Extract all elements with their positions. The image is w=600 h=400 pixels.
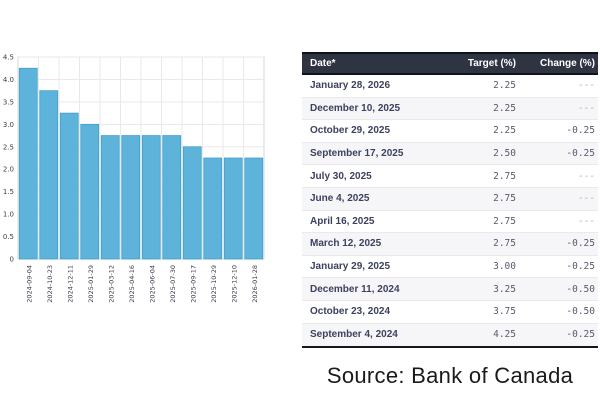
table-row: October 29, 2025 2.25 -0.25 [302, 120, 598, 143]
table-row: December 11, 2024 3.25 -0.50 [302, 278, 598, 301]
table-cell-change: -0.25 [566, 238, 595, 250]
table-cell-target: 3.25 [493, 283, 516, 295]
table-cell-change: --- [577, 102, 595, 114]
table-cell-date: October 29, 2025 [310, 125, 391, 137]
table-row: April 16, 2025 2.75 --- [302, 210, 598, 234]
x-axis-tick-label: 2025-09-17 [189, 265, 197, 303]
bar [39, 90, 59, 260]
table-cell-change: -0.25 [566, 329, 595, 341]
y-axis-tick-label: 1.0 [3, 211, 14, 219]
y-axis-tick-label: 2.5 [3, 143, 14, 151]
table-cell-date: June 4, 2025 [310, 193, 370, 205]
table-cell-date: April 16, 2025 [310, 215, 375, 227]
table-cell-change: -0.25 [566, 261, 595, 273]
table-cell-change: -0.50 [566, 283, 595, 295]
bar [18, 67, 38, 260]
bar [203, 157, 223, 260]
table-header: Date* Target (%) Change (%) [302, 52, 598, 75]
y-axis-tick-label: 3.5 [3, 98, 14, 106]
table-cell-target: 4.25 [493, 329, 516, 341]
table-cell-target: 2.50 [493, 148, 516, 160]
table-cell-change: --- [577, 215, 595, 227]
bar [121, 135, 141, 260]
x-axis-tick-label: 2024-12-11 [66, 265, 74, 303]
bar-chart-canvas: 0 0.5 1.0 1.5 2.0 2.5 3.0 3.5 4.0 4.5 2024-09-04 20… [3, 54, 265, 303]
table-row: September 4, 2024 4.25 -0.25 [302, 323, 598, 347]
x-axis-tick-label: 2025-12-10 [230, 265, 238, 303]
table-row: January 28, 2026 2.25 --- [302, 75, 598, 98]
table-cell-change: --- [577, 170, 595, 182]
table-row: March 12, 2025 2.75 -0.25 [302, 233, 598, 256]
table-cell-change: -0.25 [566, 148, 595, 160]
bar [59, 112, 79, 260]
table-row: July 30, 2025 2.75 --- [302, 165, 598, 188]
table-cell-date: December 10, 2025 [310, 102, 401, 114]
table-cell-date: January 29, 2025 [310, 261, 391, 273]
x-axis-tick-label: 2025-07-30 [169, 265, 177, 303]
table-cell-target: 2.25 [493, 102, 516, 114]
table-cell-date: January 28, 2026 [310, 80, 391, 92]
y-axis-tick-label: 1.5 [3, 188, 14, 196]
table-row: October 23, 2024 3.75 -0.50 [302, 300, 598, 324]
table-row: December 10, 2025 2.25 --- [302, 97, 598, 121]
x-axis-tick-label: 2025-06-04 [148, 265, 156, 303]
bar [223, 157, 243, 260]
column-header-target: Target (%) [467, 58, 516, 69]
table-cell-change: --- [577, 193, 595, 205]
y-axis-tick-label: 0 [10, 256, 14, 264]
x-axis-tick-label: 2024-10-23 [46, 265, 54, 303]
y-axis-tick-label: 4.0 [3, 76, 14, 84]
table-row: June 4, 2025 2.75 --- [302, 187, 598, 211]
table-cell-target: 2.75 [493, 238, 516, 250]
table-row: September 17, 2025 2.50 -0.25 [302, 142, 598, 166]
x-axis-tick-label: 2025-03-12 [107, 265, 115, 303]
x-axis-tick-label: 2025-04-16 [128, 265, 136, 303]
column-header-date: Date* [310, 58, 336, 69]
table-cell-target: 2.75 [493, 170, 516, 182]
y-axis-tick-label: 0.5 [3, 233, 14, 241]
policy-rate-bar-chart: 0 0.5 1.0 1.5 2.0 2.5 3.0 3.5 4.0 4.5 2024-09-04 20… [0, 45, 280, 335]
y-axis-tick-label: 4.5 [3, 54, 14, 62]
y-axis-tick-label: 2.0 [3, 166, 14, 174]
bar [244, 157, 264, 260]
table-cell-date: December 11, 2024 [310, 283, 400, 295]
source-caption: Source: Bank of Canada [326, 363, 574, 388]
table-cell-target: 2.25 [493, 80, 516, 92]
table-cell-change: --- [577, 80, 595, 92]
table-cell-target: 3.75 [493, 306, 516, 318]
table-body: January 28, 2026 2.25 --- December 10, 2… [302, 75, 598, 347]
x-axis-tick-label: 2024-09-04 [25, 265, 33, 303]
bar [162, 135, 182, 260]
table-row: January 29, 2025 3.00 -0.25 [302, 255, 598, 279]
bar [100, 135, 120, 260]
table-cell-date: September 4, 2024 [310, 329, 398, 341]
bar [182, 146, 202, 260]
table-cell-date: July 30, 2025 [310, 170, 372, 182]
table-cell-target: 2.75 [493, 193, 516, 205]
bar [80, 123, 100, 260]
table-cell-change: -0.50 [566, 306, 595, 318]
rate-table: Date* Target (%) Change (%) January 28, … [302, 52, 598, 349]
y-axis-tick-label: 3.0 [3, 121, 14, 129]
table-cell-change: -0.25 [566, 125, 595, 137]
table-cell-date: October 23, 2024 [310, 306, 391, 318]
x-axis-tick-label: 2026-01-28 [251, 265, 259, 303]
table-cell-target: 3.00 [493, 261, 516, 273]
column-header-change: Change (%) [540, 58, 595, 69]
table-cell-target: 2.25 [493, 125, 516, 137]
bar [141, 135, 161, 260]
table-cell-date: March 12, 2025 [310, 238, 382, 250]
table-cell-target: 2.75 [493, 215, 516, 227]
table-cell-date: September 17, 2025 [310, 148, 404, 160]
x-axis-tick-label: 2025-10-29 [210, 265, 218, 303]
x-axis-tick-label: 2025-01-29 [87, 265, 95, 303]
